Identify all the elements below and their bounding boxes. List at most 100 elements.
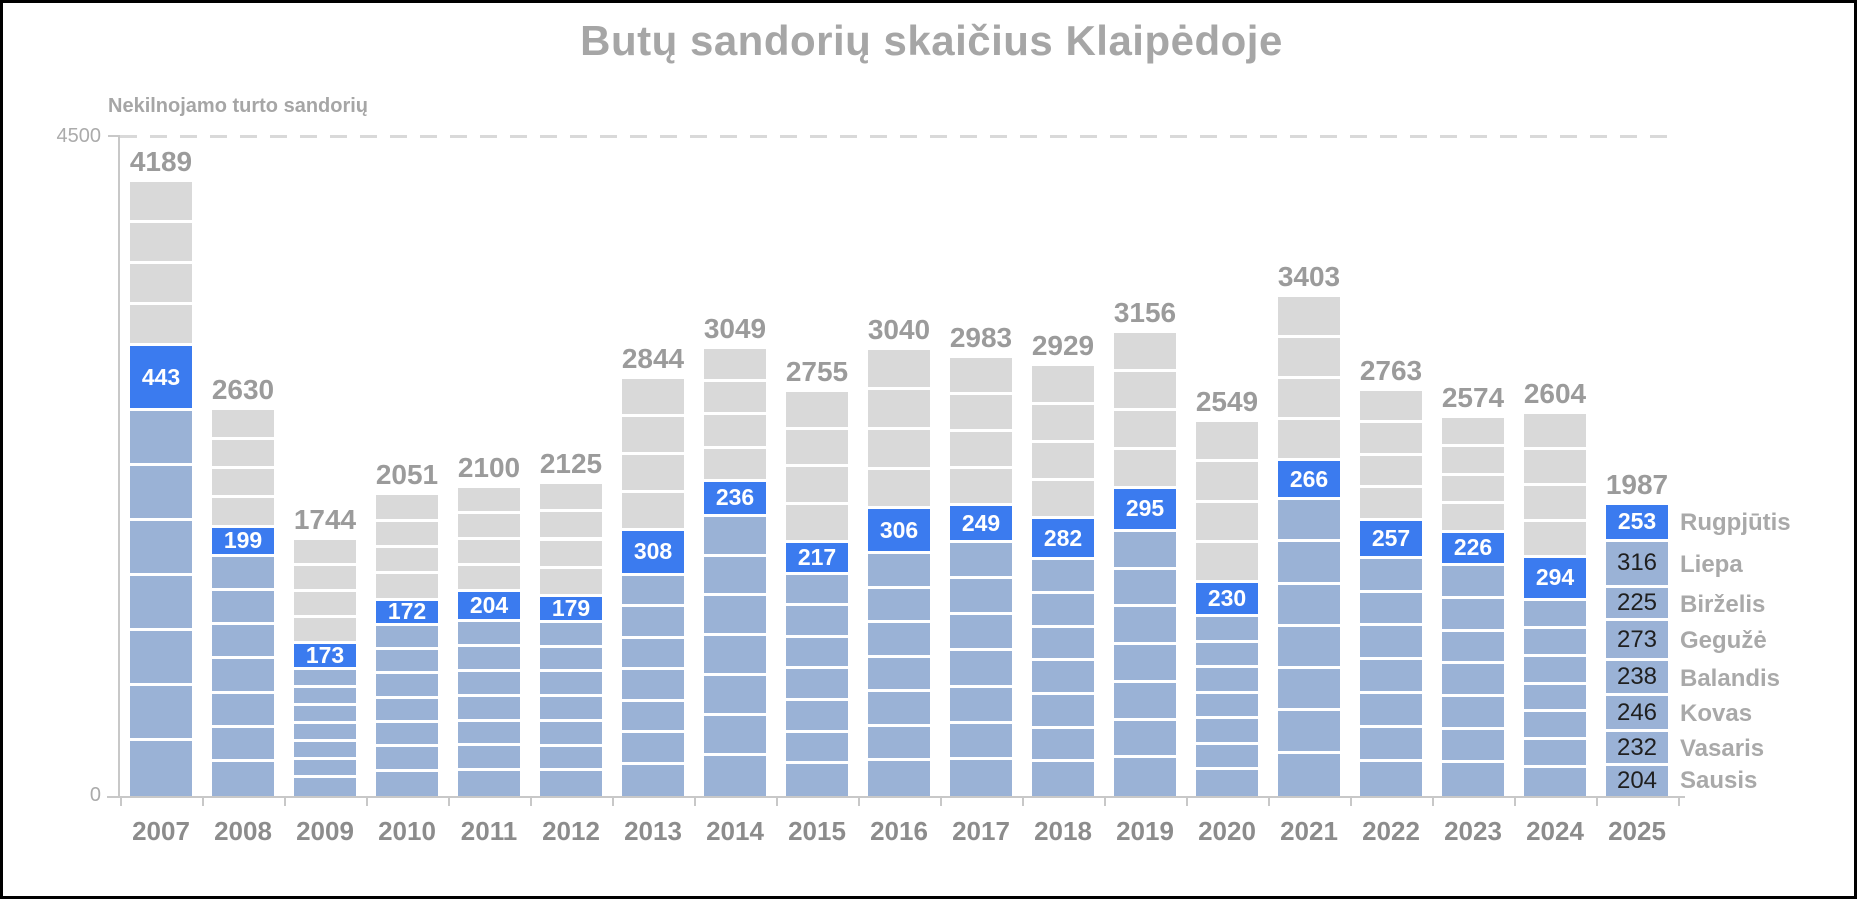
bar-segment-month	[376, 625, 438, 651]
x-axis-tick	[1268, 798, 1270, 806]
bar-segment-remaining	[458, 566, 520, 593]
bar-segment-remaining	[1524, 414, 1586, 450]
bar-segment-remaining	[1524, 521, 1586, 558]
bar-segment-month: 232	[1606, 732, 1668, 767]
bar-segment-month	[1524, 712, 1586, 741]
bar-segment-remaining	[704, 382, 766, 416]
bar-segment-remaining	[1278, 296, 1340, 338]
bar-segment-remaining	[1360, 390, 1422, 424]
bar-segment-month	[704, 596, 766, 637]
bar-segment-month	[540, 672, 602, 698]
bar-segment-month: 316	[1606, 541, 1668, 589]
bar-total-label: 4189	[129, 145, 193, 177]
august-value-label: 230	[1207, 585, 1247, 612]
bar-segment-month	[704, 516, 766, 557]
bar-segment-remaining	[540, 512, 602, 541]
bar-segment-remaining	[130, 263, 192, 305]
bar-segment-august: 294	[1524, 557, 1586, 601]
dashed-gridline	[120, 135, 1676, 138]
bar-segment-month	[704, 676, 766, 717]
month-legend-label-rugpjūtis: Rugpjūtis	[1680, 509, 1791, 537]
year-label: 2015	[788, 816, 846, 846]
bar-segment-month	[1360, 762, 1422, 796]
bar-segment-month	[458, 647, 520, 672]
bar-total-label: 3156	[1113, 297, 1177, 329]
bar-segment-month	[1360, 626, 1422, 661]
bar-total-label: 2755	[785, 355, 849, 387]
august-value-label: 308	[633, 538, 673, 565]
bar-segment-month	[1114, 607, 1176, 646]
x-axis-tick	[448, 798, 450, 806]
bar-segment-remaining	[950, 469, 1012, 507]
bar-segment-august: 253	[1606, 504, 1668, 542]
august-value-label: 294	[1535, 564, 1575, 591]
august-value-label: 306	[879, 516, 919, 543]
bar-segment-remaining	[376, 521, 438, 548]
chart-title: Butų sandorių skaičius Klaipėdoje	[580, 17, 1283, 64]
bar-segment-month	[130, 466, 192, 521]
bar-segment-remaining	[950, 395, 1012, 433]
bar-segment-month	[868, 554, 930, 589]
bar-segment-august: 217	[786, 542, 848, 575]
bar-segment-month	[376, 747, 438, 772]
august-value-label: 266	[1289, 465, 1329, 492]
year-label: 2010	[378, 816, 436, 846]
bar-segment-month	[1032, 627, 1094, 662]
bar-total-label: 2574	[1441, 382, 1505, 414]
month-value-label: 232	[1616, 733, 1658, 761]
year-label: 2021	[1280, 816, 1338, 846]
bar-segment-month	[1032, 694, 1094, 729]
year-label: 2020	[1198, 816, 1256, 846]
bar-segment-month	[540, 697, 602, 722]
bar-segment-month	[1524, 740, 1586, 769]
bar-segment-august: 172	[376, 598, 438, 626]
x-axis-tick	[1432, 798, 1434, 806]
x-axis-tick	[776, 798, 778, 806]
bar-segment-month	[950, 651, 1012, 688]
bar-segment-remaining	[786, 467, 848, 505]
bar-segment-august: 204	[458, 592, 520, 623]
bar-total-label: 2051	[375, 459, 439, 491]
bar-segment-remaining	[212, 498, 274, 528]
bar-segment-remaining	[212, 410, 274, 440]
bar-segment-month	[950, 579, 1012, 616]
month-legend-label-gegužė: Gegužė	[1680, 627, 1767, 655]
bar-segment-remaining	[1442, 475, 1504, 505]
bar-segment-remaining	[622, 416, 684, 455]
august-value-label: 282	[1043, 524, 1083, 551]
bar-segment-month	[1114, 682, 1176, 721]
bar-segment-remaining	[458, 540, 520, 567]
bar-segment-remaining	[1032, 480, 1094, 519]
year-label: 2017	[952, 816, 1010, 846]
bar-segment-month	[130, 741, 192, 796]
bar-segment-month	[1114, 645, 1176, 683]
bar-segment-month	[868, 726, 930, 762]
bar-segment-month	[294, 723, 356, 742]
bar-segment-month	[786, 669, 848, 702]
bar-segment-remaining	[376, 574, 438, 601]
bar-segment-month: 273	[1606, 621, 1668, 662]
bar-segment-remaining	[1442, 447, 1504, 476]
bar-segment-month	[212, 556, 274, 592]
bar-segment-month	[212, 625, 274, 660]
bar-segment-remaining	[1442, 418, 1504, 447]
bar-segment-remaining	[786, 429, 848, 468]
bar-segment-august: 226	[1442, 532, 1504, 566]
bar-segment-month	[1524, 600, 1586, 629]
bar-segment-month	[950, 723, 1012, 760]
bar-segment-month	[950, 615, 1012, 652]
bar-segment-month	[1114, 532, 1176, 570]
august-value-label: 204	[469, 592, 509, 619]
x-axis-tick	[202, 798, 204, 806]
bar-segment-remaining	[294, 566, 356, 593]
bar-segment-remaining	[1278, 378, 1340, 420]
bar-segment-remaining	[786, 505, 848, 543]
year-label: 2009	[296, 816, 354, 846]
bar-segment-month	[1196, 617, 1258, 643]
bar-segment-month	[540, 622, 602, 648]
august-value-label: 173	[305, 642, 345, 669]
bar-segment-month	[376, 771, 438, 796]
bar-segment-month	[212, 761, 274, 796]
bar-segment-remaining	[1278, 337, 1340, 379]
